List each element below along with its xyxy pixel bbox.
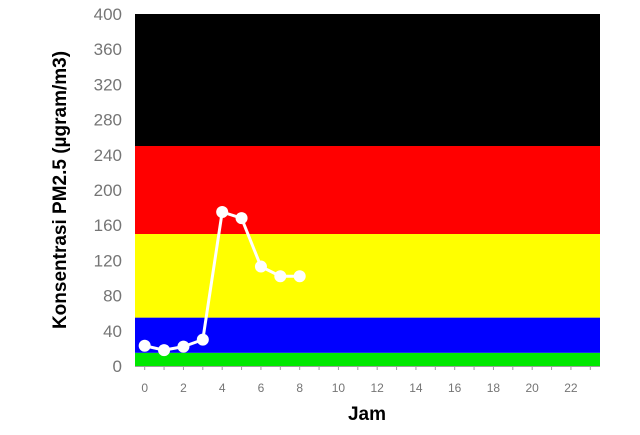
x-axis-title: Jam xyxy=(348,404,386,425)
data-point xyxy=(216,206,229,218)
band-2 xyxy=(135,234,600,318)
band-1 xyxy=(135,317,600,353)
x-tick-label: 16 xyxy=(448,381,462,395)
data-point xyxy=(138,339,151,352)
y-axis-ticks: 0 40 80 120 160 200 240 280 320 360 400 xyxy=(94,5,122,376)
y-axis-title: Konsentrasi PM2.5 (µgram/m3) xyxy=(50,51,71,329)
x-tick-label: 22 xyxy=(564,381,578,395)
category-bands xyxy=(135,14,600,366)
data-point xyxy=(177,340,190,353)
x-axis-ticks: 0 2 4 6 8 10 12 14 16 18 20 22 xyxy=(141,381,578,395)
x-tick-label: 0 xyxy=(141,381,148,395)
y-tick-label: 280 xyxy=(94,111,122,130)
y-tick-label: 160 xyxy=(94,216,122,235)
x-tick-label: 6 xyxy=(258,381,265,395)
y-tick-label: 120 xyxy=(94,251,122,270)
band-3 xyxy=(135,146,600,234)
x-tick-label: 12 xyxy=(371,381,385,395)
x-axis xyxy=(135,366,600,370)
data-point xyxy=(254,260,267,273)
data-point xyxy=(274,270,287,283)
x-tick-label: 4 xyxy=(219,381,226,395)
y-tick-label: 320 xyxy=(94,75,122,94)
y-tick-label: 0 xyxy=(113,357,122,376)
x-tick-label: 14 xyxy=(409,381,423,395)
y-tick-label: 360 xyxy=(94,40,122,59)
band-4 xyxy=(135,14,600,146)
data-point xyxy=(293,270,306,283)
y-tick-label: 40 xyxy=(103,322,122,341)
y-tick-label: 200 xyxy=(94,181,122,200)
data-point xyxy=(235,212,248,225)
data-point xyxy=(158,344,171,357)
band-0 xyxy=(135,352,600,366)
series-layer xyxy=(138,206,306,357)
data-point xyxy=(196,333,209,346)
x-tick-label: 8 xyxy=(296,381,303,395)
x-tick-label: 10 xyxy=(332,381,346,395)
x-tick-label: 2 xyxy=(180,381,187,395)
y-tick-label: 240 xyxy=(94,146,122,165)
y-tick-label: 400 xyxy=(94,5,122,24)
x-tick-label: 18 xyxy=(487,381,501,395)
y-tick-label: 80 xyxy=(103,287,122,306)
x-tick-label: 20 xyxy=(526,381,540,395)
